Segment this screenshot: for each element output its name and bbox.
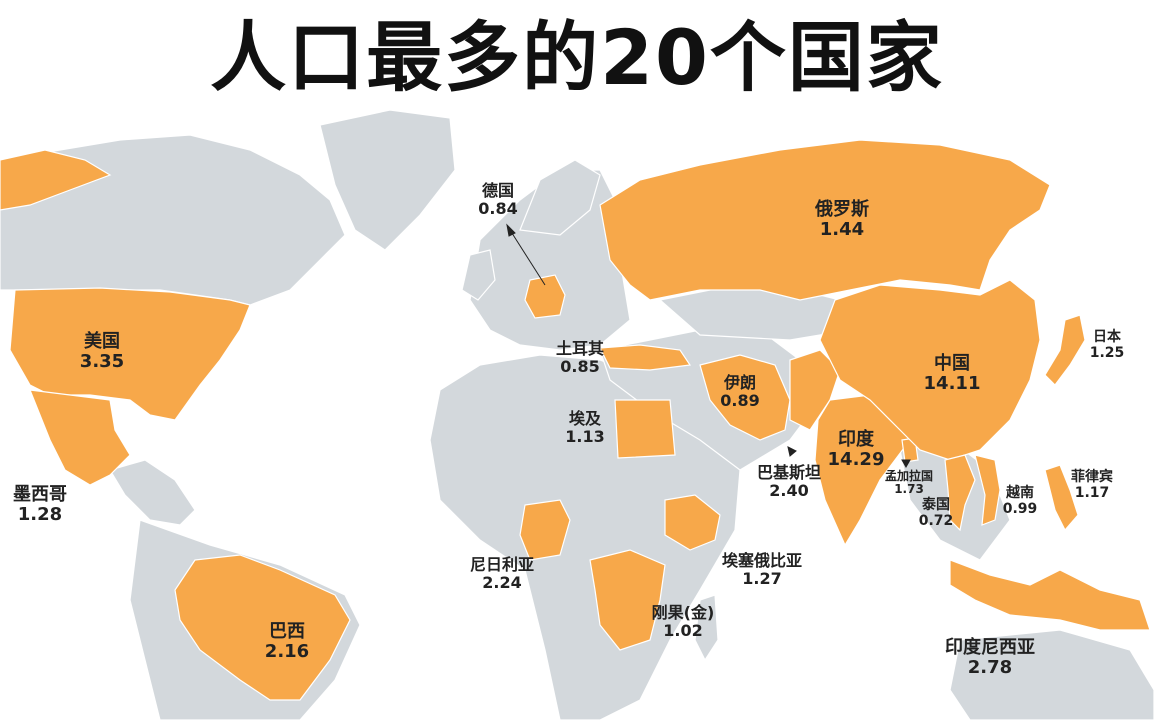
label-china-value: 14.11 xyxy=(923,373,981,395)
country-indonesia xyxy=(949,559,1151,631)
land-australia xyxy=(949,629,1154,720)
label-usa-value: 3.35 xyxy=(79,351,125,373)
land-scandinavia xyxy=(519,159,601,236)
label-nigeria: 尼日利亚 2.24 xyxy=(470,556,534,592)
label-drc: 刚果(金) 1.02 xyxy=(652,604,715,640)
country-china xyxy=(819,279,1041,461)
label-ethiopia-value: 1.27 xyxy=(742,568,782,588)
label-nigeria-name: 尼日利亚 xyxy=(469,555,535,574)
country-mexico xyxy=(29,389,131,486)
label-pakistan-value: 2.40 xyxy=(769,480,809,500)
label-india: 印度 14.29 xyxy=(827,429,885,471)
label-thailand-name: 泰国 xyxy=(921,497,950,513)
pakistan-arrowhead xyxy=(787,446,797,457)
label-bangladesh-name: 孟加拉国 xyxy=(884,469,934,483)
land-central-america xyxy=(109,459,196,526)
land-greenland xyxy=(319,109,456,251)
label-thailand-value: 0.72 xyxy=(918,512,954,529)
germany-leader xyxy=(509,229,546,286)
label-russia-name: 俄罗斯 xyxy=(815,199,869,220)
label-japan: 日本 1.25 xyxy=(1089,329,1125,361)
label-brazil: 巴西 2.16 xyxy=(264,621,310,663)
label-philippines-name: 菲律宾 xyxy=(1071,469,1113,485)
label-egypt: 埃及 1.13 xyxy=(565,410,604,446)
label-ethiopia-name: 埃塞俄比亚 xyxy=(721,551,803,570)
country-turkey xyxy=(599,344,692,371)
label-germany-value: 0.84 xyxy=(478,198,518,218)
label-china: 中国 14.11 xyxy=(923,353,981,395)
label-usa: 美国 3.35 xyxy=(79,331,125,373)
label-thailand: 泰国 0.72 xyxy=(918,497,954,529)
country-philippines xyxy=(1044,464,1079,532)
label-vietnam-name: 越南 xyxy=(1005,485,1034,501)
label-bangladesh-value: 1.73 xyxy=(894,482,924,497)
label-usa-name: 美国 xyxy=(83,331,120,352)
label-drc-value: 1.02 xyxy=(663,620,703,640)
label-bangladesh: 孟加拉国 1.73 xyxy=(884,469,934,497)
highlighted-countries xyxy=(0,139,1151,701)
label-nigeria-value: 2.24 xyxy=(482,572,522,592)
country-usa-alaska xyxy=(0,149,112,211)
label-ethiopia: 埃塞俄比亚 1.27 xyxy=(722,552,802,588)
label-indonesia-value: 2.78 xyxy=(967,657,1013,679)
country-russia xyxy=(599,139,1051,301)
country-vietnam xyxy=(974,454,1001,526)
label-japan-name: 日本 xyxy=(1092,329,1121,345)
country-usa xyxy=(9,287,251,421)
label-russia-value: 1.44 xyxy=(819,219,865,241)
land-uk xyxy=(461,249,496,301)
country-ethiopia xyxy=(664,494,721,551)
page-title: 人口最多的20个国家 xyxy=(210,13,944,102)
country-egypt xyxy=(614,399,676,459)
country-germany xyxy=(524,274,566,319)
label-drc-name: 刚果(金) xyxy=(651,603,715,622)
label-turkey: 土耳其 0.85 xyxy=(556,340,604,376)
label-philippines-value: 1.17 xyxy=(1074,484,1110,501)
country-brazil xyxy=(174,554,351,701)
label-germany-name: 德国 xyxy=(481,181,515,200)
label-indonesia: 印度尼西亚 2.78 xyxy=(945,637,1035,679)
label-turkey-name: 土耳其 xyxy=(555,339,605,358)
label-russia: 俄罗斯 1.44 xyxy=(815,199,869,241)
bangladesh-arrowhead xyxy=(901,459,911,469)
label-vietnam-value: 0.99 xyxy=(1002,500,1038,517)
label-mexico-name: 墨西哥 xyxy=(13,484,67,505)
label-mexico: 墨西哥 1.28 xyxy=(13,484,67,526)
label-turkey-value: 0.85 xyxy=(560,356,600,376)
country-iran xyxy=(699,354,791,441)
land-madagascar xyxy=(694,594,719,662)
label-iran-value: 0.89 xyxy=(720,390,760,410)
label-pakistan-name: 巴基斯坦 xyxy=(756,463,822,482)
label-pakistan: 巴基斯坦 2.40 xyxy=(757,464,821,500)
country-nigeria xyxy=(519,499,571,561)
country-thailand xyxy=(944,454,976,532)
label-india-value: 14.29 xyxy=(827,449,885,471)
label-brazil-name: 巴西 xyxy=(268,621,305,642)
label-indonesia-name: 印度尼西亚 xyxy=(945,637,1035,658)
label-japan-value: 1.25 xyxy=(1089,344,1125,361)
country-drc xyxy=(589,549,666,651)
label-egypt-value: 1.13 xyxy=(565,426,605,446)
label-iran: 伊朗 0.89 xyxy=(720,374,759,410)
country-japan xyxy=(1044,314,1086,386)
label-india-name: 印度 xyxy=(838,429,874,450)
label-iran-name: 伊朗 xyxy=(723,373,757,392)
label-germany: 德国 0.84 xyxy=(478,182,517,218)
label-philippines: 菲律宾 1.17 xyxy=(1071,469,1113,501)
germany-arrowhead xyxy=(506,223,516,237)
label-china-name: 中国 xyxy=(934,353,970,374)
label-egypt-name: 埃及 xyxy=(568,409,602,428)
leader-lines xyxy=(506,223,911,469)
label-mexico-value: 1.28 xyxy=(17,504,63,526)
label-brazil-value: 2.16 xyxy=(264,641,310,663)
label-vietnam: 越南 0.99 xyxy=(1002,485,1038,517)
